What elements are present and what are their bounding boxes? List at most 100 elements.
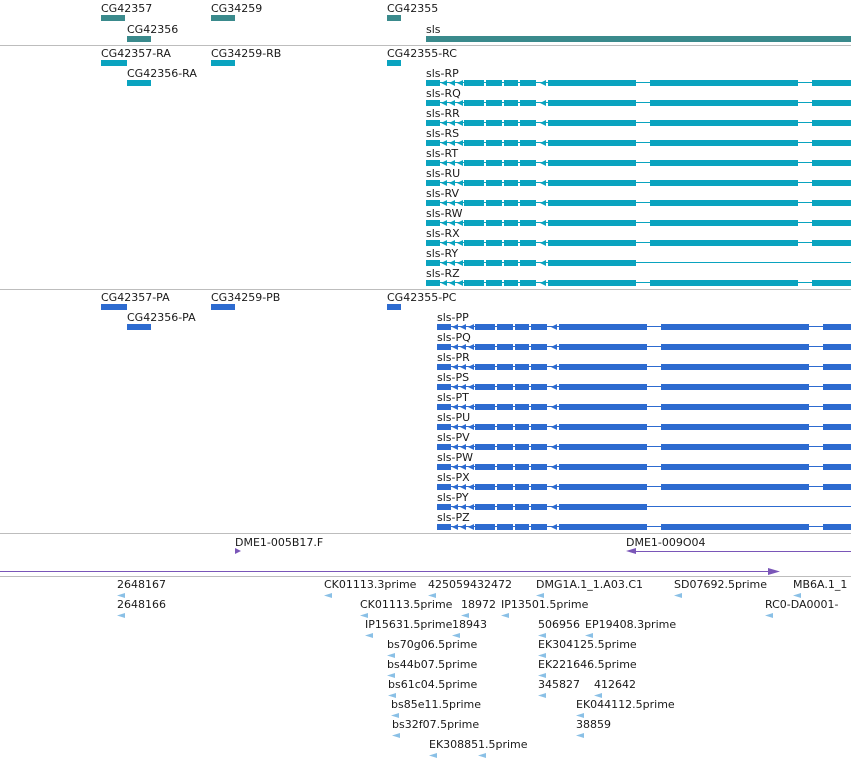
transcript-exon[interactable] [520, 280, 536, 286]
est-glyph[interactable] [594, 693, 602, 698]
transcript-exon[interactable] [812, 100, 851, 106]
protein-exon[interactable] [823, 524, 851, 530]
clone-end-glyph[interactable] [235, 548, 241, 554]
protein-exon[interactable] [437, 464, 451, 470]
protein-exon[interactable] [497, 364, 513, 370]
transcript-exon[interactable] [464, 160, 484, 166]
transcript-exon[interactable] [486, 140, 502, 146]
protein-exon[interactable] [515, 504, 529, 510]
protein-exon[interactable] [468, 444, 474, 450]
transcript-exon[interactable] [486, 120, 502, 126]
protein-exon[interactable] [475, 464, 495, 470]
transcript-exon[interactable] [441, 160, 447, 166]
transcript-exon[interactable] [441, 80, 447, 86]
est-label[interactable]: 425059432472 [428, 578, 512, 591]
protein-exon[interactable] [468, 504, 474, 510]
protein-exon[interactable] [437, 364, 451, 370]
protein-exon[interactable] [452, 464, 458, 470]
transcript-exon[interactable] [540, 200, 546, 206]
est-glyph[interactable] [365, 633, 373, 638]
protein-exon[interactable] [551, 324, 557, 330]
clone-label[interactable]: DME1-005B17.F [235, 536, 324, 549]
protein-exon[interactable] [661, 384, 809, 390]
transcript-exon[interactable] [426, 140, 440, 146]
transcript-exon[interactable] [486, 240, 502, 246]
protein-exon[interactable] [497, 384, 513, 390]
est-glyph[interactable] [324, 593, 332, 598]
est-glyph[interactable] [461, 613, 469, 618]
transcript-exon[interactable] [486, 200, 502, 206]
protein-exon[interactable] [460, 524, 466, 530]
transcript-row-label[interactable]: sls-RV [426, 187, 460, 200]
protein-exon[interactable] [497, 344, 513, 350]
protein-exon[interactable] [551, 344, 557, 350]
protein-exon[interactable] [515, 344, 529, 350]
transcript-exon[interactable] [520, 140, 536, 146]
transcript-exon[interactable] [520, 200, 536, 206]
protein-exon[interactable] [559, 444, 647, 450]
transcript-exon[interactable] [457, 280, 463, 286]
clone-label[interactable]: DME1-009O04 [626, 536, 706, 549]
protein-exon[interactable] [823, 464, 851, 470]
protein-label[interactable]: CG34259-PB [211, 291, 281, 304]
transcript-exon[interactable] [441, 260, 447, 266]
protein-row-label[interactable]: sls-PZ [437, 511, 470, 524]
est-label[interactable]: 18972 [461, 598, 496, 611]
est-glyph[interactable] [388, 693, 396, 698]
transcript-exon[interactable] [650, 200, 798, 206]
transcript-exon[interactable] [449, 180, 455, 186]
transcript-exon[interactable] [449, 280, 455, 286]
transcript-exon[interactable] [650, 280, 798, 286]
est-glyph[interactable] [391, 713, 399, 718]
est-glyph[interactable] [452, 633, 460, 638]
est-label[interactable]: CK01113.3prime [324, 578, 417, 591]
transcript-exon[interactable] [457, 260, 463, 266]
protein-exon[interactable] [823, 484, 851, 490]
protein-exon[interactable] [823, 404, 851, 410]
est-label[interactable]: RC0-DA0001- [765, 598, 839, 611]
est-label[interactable]: 18943 [452, 618, 487, 631]
transcript-exon[interactable] [449, 140, 455, 146]
transcript-exon[interactable] [464, 200, 484, 206]
protein-row-label[interactable]: sls-PR [437, 351, 470, 364]
transcript-exon[interactable] [464, 100, 484, 106]
protein-exon[interactable] [559, 504, 647, 510]
protein-exon[interactable] [452, 324, 458, 330]
transcript-exon[interactable] [548, 100, 636, 106]
est-glyph[interactable] [387, 653, 395, 658]
est-glyph[interactable] [538, 673, 546, 678]
transcript-exon[interactable] [486, 260, 502, 266]
transcript-exon[interactable] [504, 160, 518, 166]
transcript-exon[interactable] [426, 200, 440, 206]
protein-exon[interactable] [452, 364, 458, 370]
protein-row-label[interactable]: sls-PX [437, 471, 470, 484]
transcript-exon[interactable] [457, 140, 463, 146]
protein-exon[interactable] [531, 324, 547, 330]
protein-exon[interactable] [559, 324, 647, 330]
protein-exon[interactable] [551, 464, 557, 470]
est-glyph[interactable] [585, 633, 593, 638]
est-label[interactable]: EK304125.5prime [538, 638, 637, 651]
protein-exon[interactable] [661, 444, 809, 450]
protein-exon[interactable] [475, 344, 495, 350]
protein-exon[interactable] [497, 444, 513, 450]
protein-row-label[interactable]: sls-PQ [437, 331, 471, 344]
transcript-exon[interactable] [504, 200, 518, 206]
protein-exon[interactable] [468, 464, 474, 470]
transcript-exon[interactable] [449, 200, 455, 206]
transcript-exon[interactable] [464, 240, 484, 246]
est-glyph[interactable] [428, 593, 436, 598]
est-glyph[interactable] [501, 613, 509, 618]
est-glyph[interactable] [360, 613, 368, 618]
transcript-exon[interactable] [457, 200, 463, 206]
transcript-exon[interactable] [441, 140, 447, 146]
gene-glyph[interactable] [387, 15, 401, 21]
est-label[interactable]: IP13501.5prime [501, 598, 589, 611]
protein-exon[interactable] [531, 404, 547, 410]
est-label[interactable]: EP19408.3prime [585, 618, 677, 631]
protein-exon[interactable] [823, 424, 851, 430]
transcript-exon[interactable] [441, 240, 447, 246]
protein-exon[interactable] [497, 484, 513, 490]
est-label[interactable]: EK221646.5prime [538, 658, 637, 671]
transcript-label[interactable]: CG42355-RC [387, 47, 457, 60]
